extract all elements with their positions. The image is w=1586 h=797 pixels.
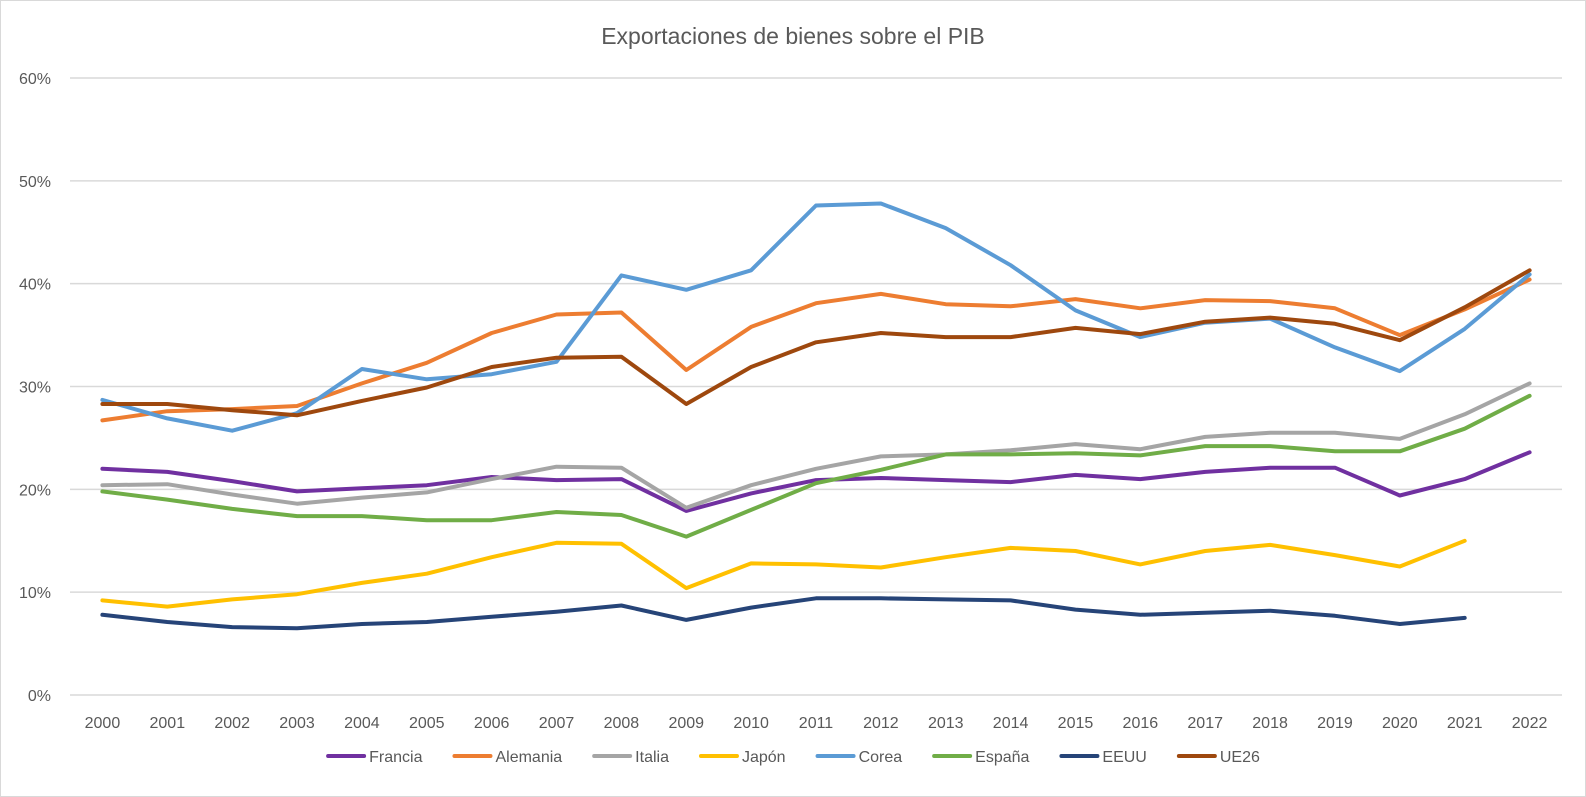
legend-label: España [975, 749, 1029, 766]
legend-label: Corea [859, 749, 903, 766]
gridlines [70, 77, 1562, 696]
series-line-italia [100, 381, 1532, 510]
x-tick-label: 2014 [993, 715, 1029, 732]
y-axis: 0% 10% 20% 30% 40% 50% 60% [19, 71, 51, 705]
y-tick-label: 10% [19, 585, 51, 602]
x-tick-label: 2007 [539, 715, 575, 732]
x-tick-label: 2017 [1187, 715, 1223, 732]
y-tick-label: 0% [28, 688, 51, 705]
legend-label: UE26 [1220, 749, 1260, 766]
x-tick-label: 2001 [150, 715, 186, 732]
x-tick-label: 2009 [668, 715, 704, 732]
x-tick-label: 2006 [474, 715, 510, 732]
legend-item-alemania[interactable]: Alemania [452, 749, 562, 766]
series-line-japón [100, 538, 1467, 609]
x-tick-label: 2005 [409, 715, 445, 732]
series-eeuu [100, 596, 1467, 631]
legend-item-eeuu[interactable]: EEUU [1059, 749, 1147, 766]
x-tick-label: 2020 [1382, 715, 1418, 732]
legend-label: EEUU [1102, 749, 1146, 766]
legend-label: Japón [742, 749, 786, 766]
legend-item-francia[interactable]: Francia [326, 749, 423, 766]
x-tick-label: 2018 [1252, 715, 1288, 732]
x-tick-label: 2021 [1447, 715, 1483, 732]
series-line-ue26 [100, 268, 1532, 418]
series-japón [100, 538, 1467, 609]
series-line-alemania [100, 277, 1532, 423]
series-alemania [100, 277, 1532, 423]
x-tick-label: 2010 [733, 715, 769, 732]
x-tick-label: 2004 [344, 715, 380, 732]
series-italia [100, 381, 1532, 510]
legend-label: Italia [635, 749, 669, 766]
x-tick-label: 2015 [1058, 715, 1094, 732]
x-tick-label: 2016 [1123, 715, 1159, 732]
x-tick-label: 2019 [1317, 715, 1353, 732]
x-tick-label: 2002 [214, 715, 250, 732]
x-tick-label: 2022 [1512, 715, 1548, 732]
x-tick-label: 2011 [799, 715, 834, 732]
series-corea [100, 201, 1532, 433]
y-tick-label: 50% [19, 174, 51, 191]
series-line-corea [100, 201, 1532, 433]
legend-item-italia[interactable]: Italia [592, 749, 669, 766]
series-ue26 [100, 268, 1532, 418]
series-line-francia [100, 450, 1532, 513]
series-line-eeuu [100, 596, 1467, 631]
series-españa [100, 393, 1532, 539]
x-tick-label: 2003 [279, 715, 315, 732]
series-francia [100, 450, 1532, 513]
legend-item-japón[interactable]: Japón [698, 749, 786, 766]
x-tick-label: 2013 [928, 715, 964, 732]
legend-label: Francia [369, 749, 422, 766]
series-lines [100, 201, 1532, 631]
y-tick-label: 40% [19, 277, 51, 294]
legend-item-ue26[interactable]: UE26 [1176, 749, 1260, 766]
y-tick-label: 30% [19, 380, 51, 397]
legend-label: Alemania [495, 749, 562, 766]
x-tick-label: 2008 [604, 715, 640, 732]
series-line-españa [100, 393, 1532, 539]
x-tick-label: 2012 [863, 715, 899, 732]
y-tick-label: 20% [19, 482, 51, 499]
x-tick-label: 2000 [85, 715, 121, 732]
x-axis: 2000 2001 2002 2003 2004 2005 2006 2007 2008 2009… [85, 715, 1548, 732]
chart-title: Exportaciones de bienes sobre el PIB [601, 23, 985, 49]
legend-item-corea[interactable]: Corea [815, 749, 903, 766]
legend-item-españa[interactable]: España [932, 749, 1030, 766]
y-tick-label: 60% [19, 71, 51, 88]
legend: Francia Alemania Italia Japón Corea España EEU… [326, 749, 1260, 766]
